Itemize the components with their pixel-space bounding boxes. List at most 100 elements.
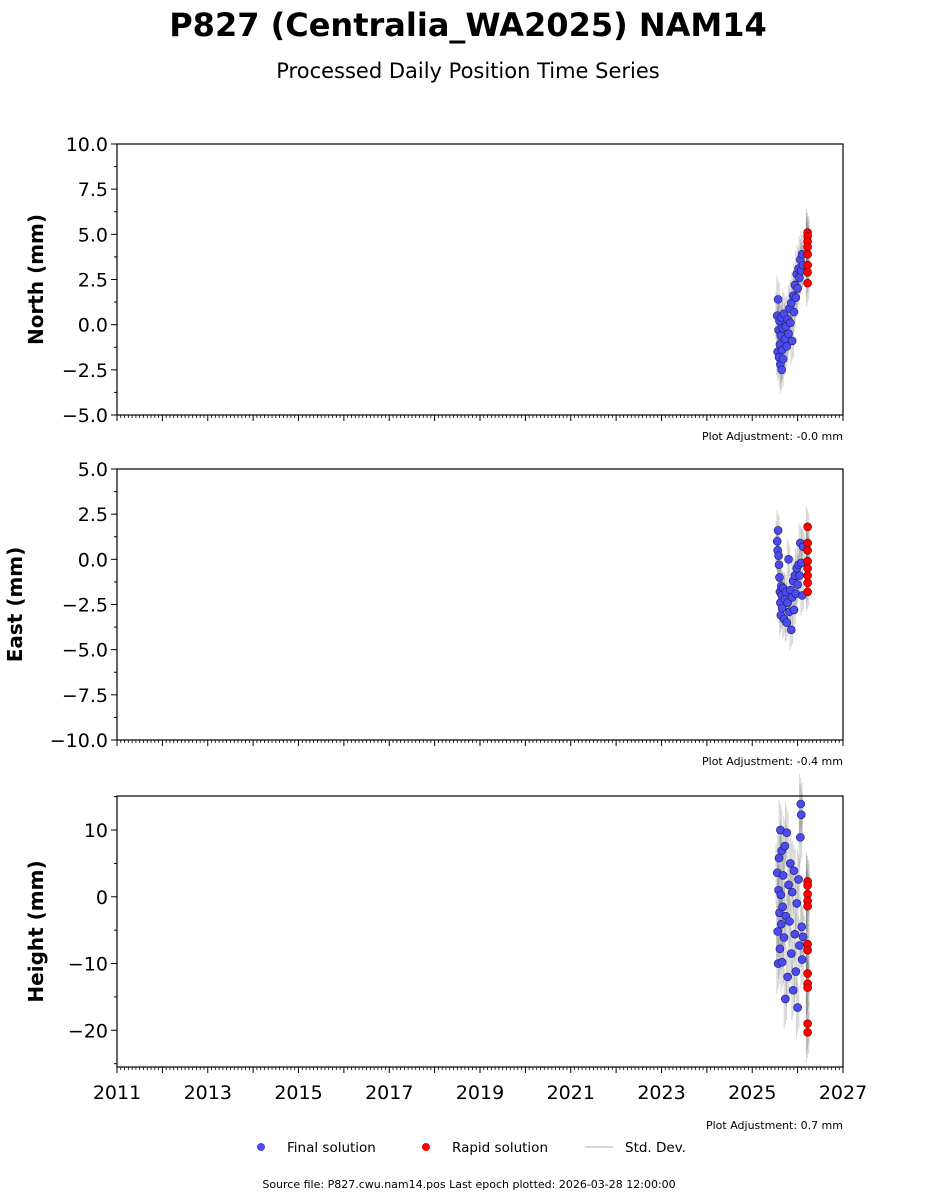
rapid-solution-point <box>803 578 812 588</box>
final-solution-point <box>798 932 808 942</box>
x-tick-label: 2011 <box>93 1082 141 1104</box>
final-solution-point <box>789 605 799 615</box>
y-tick-label: −20 <box>68 1020 108 1042</box>
final-solution-point <box>778 871 788 880</box>
y-tick-label: 0.0 <box>78 549 108 571</box>
final-solution-point <box>782 342 792 351</box>
x-tick-label: 2027 <box>819 1082 867 1104</box>
y-tick-label: 7.5 <box>78 179 108 201</box>
rapid-solution-point <box>803 564 812 573</box>
y-tick-label: −5.0 <box>62 405 108 427</box>
y-tick-label: −10.0 <box>50 730 108 752</box>
final-solution-point <box>786 625 796 635</box>
final-solution-point <box>778 354 788 364</box>
rapid-solution-point <box>803 242 812 252</box>
final-solution-point <box>775 944 785 954</box>
source-footer: Source file: P827.cwu.nam14.pos Last epo… <box>262 1178 675 1191</box>
legend: Final solution Rapid solution Std. Dev. <box>257 1140 686 1156</box>
final-solution-point <box>781 994 790 1004</box>
x-tick-label: 2015 <box>274 1082 322 1104</box>
final-solution-point <box>793 284 802 293</box>
final-solution-point <box>797 955 807 964</box>
final-solution-point <box>790 929 800 939</box>
final-solution-point <box>772 536 782 546</box>
rapid-solution-point <box>803 545 812 555</box>
final-solution-point <box>795 273 804 282</box>
legend-final-label: Final solution <box>287 1140 376 1156</box>
rapid-solution-point <box>803 522 812 532</box>
y-tick-label: 10.0 <box>66 134 108 156</box>
final-solution-point <box>788 985 798 995</box>
final-solution-point <box>787 336 797 346</box>
rapid-solution-point <box>803 260 812 270</box>
final-solution-point <box>787 887 797 897</box>
final-solution-point <box>773 526 783 535</box>
chart-title: P827 (Centralia_WA2025) NAM14 <box>169 6 767 44</box>
plot-adjustment-label: Plot Adjustment: 0.7 mm <box>706 1119 843 1132</box>
final-solution-point <box>786 859 795 868</box>
final-solution-point <box>797 922 807 932</box>
panel-east: 5.0 2.5 0.0 −2.5 −5.0 −7.5 −10.0 East (mm) Plot … <box>3 459 844 768</box>
y-tick-label: 5.0 <box>78 224 108 246</box>
x-tick-label: 2025 <box>728 1082 776 1104</box>
final-solution-point <box>773 295 783 304</box>
y-axis-label: East (mm) <box>3 547 27 663</box>
legend-stddev-label: Std. Dev. <box>625 1140 686 1156</box>
legend-rapid-marker <box>422 1143 430 1151</box>
y-tick-label: 10 <box>84 820 108 842</box>
y-axis-label: Height (mm) <box>24 860 48 1002</box>
panel-north: 10.0 7.5 5.0 2.5 0.0 −2.5 −5.0 North (mm) Plot A… <box>24 134 844 443</box>
y-tick-label: 0.0 <box>78 315 108 337</box>
chart-subtitle: Processed Daily Position Time Series <box>276 59 660 83</box>
final-solution-point <box>783 972 792 982</box>
rapid-solution-point <box>803 945 812 955</box>
rapid-solution-point <box>803 901 812 911</box>
rapid-solution-point <box>803 1019 812 1028</box>
y-tick-label: −2.5 <box>62 360 108 382</box>
final-solution-point <box>792 899 802 908</box>
final-solution-point <box>777 957 787 967</box>
final-solution-point <box>786 318 795 328</box>
rapid-solution-point <box>803 969 812 978</box>
final-solution-point <box>791 967 801 976</box>
final-solution-point <box>796 810 806 819</box>
final-solution-point <box>784 880 793 890</box>
y-tick-label: 2.5 <box>78 504 108 526</box>
x-tick-label: 2017 <box>365 1082 413 1104</box>
rapid-solution-point <box>803 556 812 566</box>
y-tick-label: −10 <box>68 954 108 976</box>
plot-frame <box>116 143 844 416</box>
y-axis-label: North (mm) <box>24 214 48 345</box>
rapid-solution-point <box>803 538 812 548</box>
final-solution-point <box>774 560 784 570</box>
final-solution-point <box>793 1003 802 1012</box>
panel-height: 10 0 −10 −20 2011 2013 2015 2017 2019 2021 2023 202… <box>24 773 867 1132</box>
final-solution-point <box>780 841 790 851</box>
final-solution-point <box>778 902 787 912</box>
final-solution-point <box>795 571 804 580</box>
final-solution-point <box>785 917 794 926</box>
y-tick-label: −5.0 <box>62 640 108 662</box>
final-solution-point <box>796 799 806 809</box>
final-solution-point <box>796 833 805 842</box>
x-tick-label: 2013 <box>184 1082 232 1104</box>
final-solution-point <box>774 853 784 863</box>
rapid-solution-point <box>803 587 812 597</box>
final-solution-point <box>789 866 799 876</box>
final-solution-point <box>777 365 787 375</box>
plot-frame <box>116 468 844 741</box>
final-solution-point <box>791 293 801 302</box>
y-tick-label: 5.0 <box>78 459 108 481</box>
final-solution-point <box>776 890 786 900</box>
legend-final-marker <box>257 1143 265 1151</box>
final-solution-point <box>775 573 784 582</box>
final-solution-point <box>773 927 782 936</box>
rapid-solution-point <box>803 571 812 580</box>
rapid-solution-point <box>803 267 812 277</box>
rapid-solution-point <box>803 983 812 992</box>
x-tick-label: 2021 <box>547 1082 595 1104</box>
final-solution-point <box>784 555 793 564</box>
rapid-solution-point <box>803 1027 812 1037</box>
final-solution-point <box>789 307 799 317</box>
y-tick-label: 2.5 <box>78 270 108 292</box>
